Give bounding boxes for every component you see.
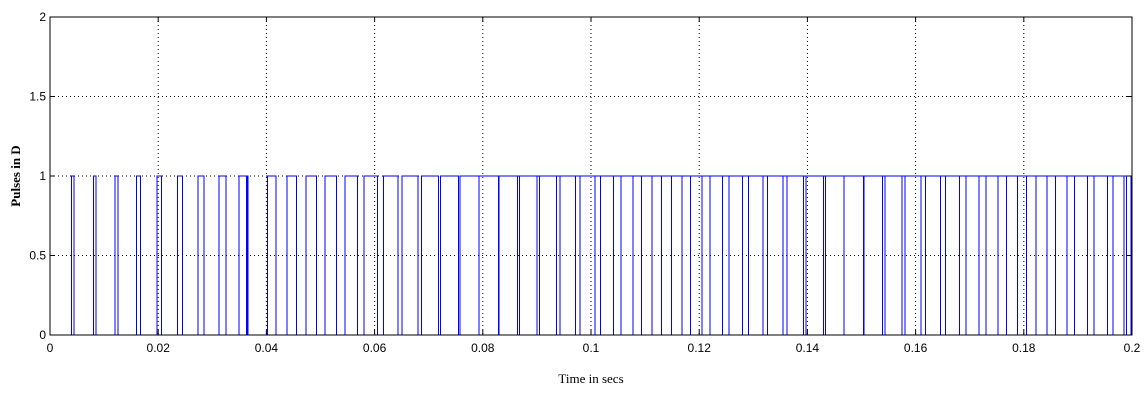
x-tick-label: 0.08: [471, 341, 495, 355]
y-tick-label: 1: [39, 169, 46, 183]
x-tick-label: 0.2: [1124, 341, 1141, 355]
x-tick-label: 0.06: [363, 341, 387, 355]
x-axis-ticks: 0 0.02 0.04 0.06 0.08 0.1 0.12 0.14 0.16 0.18 0.2: [47, 17, 1141, 355]
x-tick-label: 0.02: [147, 341, 171, 355]
y-tick-label: 1.5: [29, 90, 46, 104]
y-tick-label: 2: [39, 10, 46, 24]
y-tick-label: 0.5: [29, 249, 46, 263]
x-tick-label: 0.12: [688, 341, 712, 355]
y-axis-label: Pulses in D: [8, 145, 23, 206]
x-tick-label: 0.1: [583, 341, 600, 355]
y-axis-ticks: 0 0.5 1 1.5 2: [29, 10, 1132, 342]
y-tick-label: 0: [39, 328, 46, 342]
grid: [50, 17, 1132, 335]
x-tick-label: 0: [47, 341, 54, 355]
x-tick-label: 0.14: [796, 341, 820, 355]
x-tick-label: 0.04: [255, 341, 279, 355]
x-axis-label: Time in secs: [558, 371, 623, 386]
x-tick-label: 0.16: [904, 341, 928, 355]
x-tick-label: 0.18: [1012, 341, 1036, 355]
